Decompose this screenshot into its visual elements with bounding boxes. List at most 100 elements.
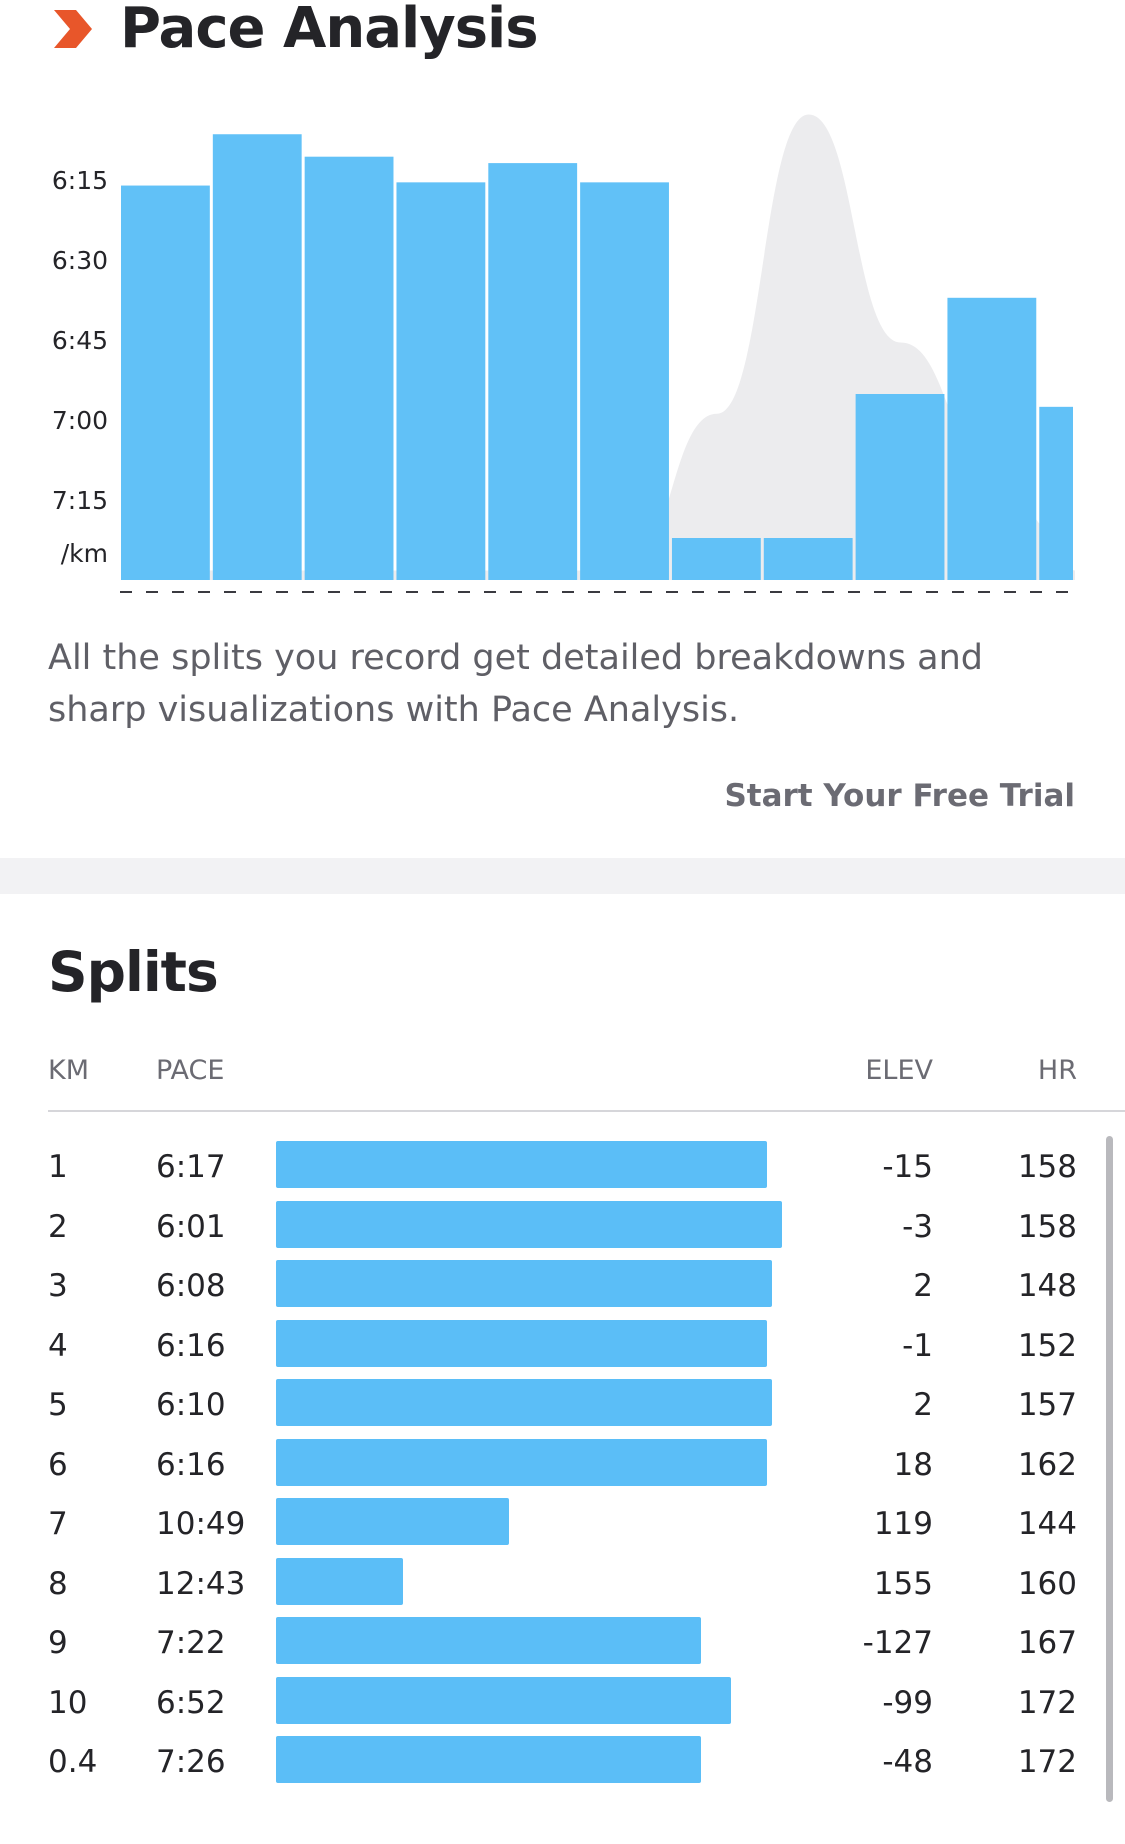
split-hr: 167 — [1017, 1625, 1077, 1661]
pace-bar[interactable] — [580, 182, 669, 580]
split-elev: -3 — [902, 1208, 933, 1245]
split-km: 5 — [48, 1387, 68, 1423]
pace-bar[interactable] — [121, 185, 210, 580]
split-km: 7 — [48, 1506, 68, 1542]
split-pace-bar — [276, 1736, 702, 1783]
split-elev: -15 — [882, 1149, 933, 1185]
pace-bar[interactable] — [671, 538, 761, 580]
table-header-divider — [48, 1110, 1125, 1112]
split-hr: 148 — [1017, 1268, 1077, 1304]
split-row[interactable]: 2 6:01 -3 158 — [0, 1197, 1125, 1257]
column-header-hr: HR — [1037, 1055, 1077, 1086]
split-pace-bar — [276, 1676, 732, 1724]
split-pace-bar — [276, 1498, 509, 1545]
y-tick-label: /km — [61, 539, 108, 568]
split-hr: 158 — [1017, 1208, 1077, 1245]
split-pace: 6:17 — [156, 1149, 226, 1185]
y-tick-label: 6:45 — [52, 326, 108, 355]
pace-chart-svg: 6:15 6:30 6:45 7:00 7:15/km — [52, 114, 1075, 593]
elevation-profile — [120, 114, 1075, 580]
column-header-elev: ELEV — [865, 1055, 933, 1086]
start-free-trial-link[interactable]: Start Your Free Trial — [724, 778, 1075, 814]
split-hr: 172 — [1017, 1684, 1077, 1721]
split-pace: 12:43 — [156, 1565, 246, 1602]
pace-analysis-description: All the splits you record get detailed b… — [48, 638, 984, 730]
column-header-pace: PACE — [156, 1055, 225, 1086]
split-pace-bar — [276, 1557, 403, 1605]
split-hr: 162 — [1017, 1446, 1077, 1483]
split-pace: 6:08 — [156, 1268, 226, 1304]
split-row[interactable]: 1 6:17 -15 158 — [0, 1137, 1125, 1197]
pace-chart: 6:15 6:30 6:45 7:00 7:15/km — [0, 95, 1125, 595]
split-row[interactable]: 6 6:16 18 162 — [0, 1435, 1125, 1495]
split-pace-bar — [276, 1200, 782, 1248]
split-row[interactable]: 8 12:43 155 160 — [0, 1554, 1125, 1614]
column-header-km: KM — [48, 1055, 90, 1086]
split-pace: 6:52 — [156, 1684, 226, 1721]
split-pace: 6:16 — [156, 1327, 226, 1364]
pace-bar[interactable] — [855, 394, 945, 580]
split-elev: 155 — [873, 1565, 933, 1602]
split-elev: 119 — [873, 1506, 933, 1542]
section-divider — [0, 858, 1125, 894]
pace-bar[interactable] — [763, 538, 853, 580]
pace-bar[interactable] — [304, 156, 394, 581]
split-elev: -1 — [902, 1327, 933, 1364]
split-pace-bar — [276, 1260, 772, 1307]
split-hr: 157 — [1017, 1387, 1077, 1423]
split-row[interactable]: 5 6:10 2 157 — [0, 1375, 1125, 1435]
split-row[interactable]: 9 7:22 -127 167 — [0, 1613, 1125, 1673]
split-row[interactable]: 3 6:08 2 148 — [0, 1256, 1125, 1316]
split-pace: 10:49 — [156, 1506, 246, 1542]
split-pace: 7:22 — [156, 1625, 226, 1661]
y-tick-label: 6:15 — [52, 166, 108, 195]
scrollbar[interactable] — [1106, 1136, 1113, 1802]
chevron-right-icon — [54, 10, 92, 48]
split-km: 10 — [48, 1684, 88, 1721]
split-hr: 160 — [1017, 1565, 1077, 1602]
split-pace-bar — [276, 1438, 767, 1486]
split-pace: 6:16 — [156, 1446, 226, 1483]
split-hr: 172 — [1017, 1744, 1077, 1780]
split-row[interactable]: 7 10:49 119 144 — [0, 1494, 1125, 1554]
pace-bar[interactable] — [212, 134, 302, 580]
split-km: 8 — [48, 1565, 68, 1602]
splits-title: Splits — [48, 940, 219, 1004]
splits-table-header: KM PACE ELEV HR — [0, 1055, 1125, 1095]
split-km: 0.4 — [48, 1744, 98, 1780]
split-km: 3 — [48, 1268, 68, 1304]
split-pace: 7:26 — [156, 1744, 226, 1780]
split-km: 6 — [48, 1446, 68, 1483]
split-hr: 158 — [1017, 1149, 1077, 1185]
split-elev: -127 — [862, 1625, 933, 1661]
split-pace: 6:01 — [156, 1208, 226, 1245]
split-elev: 18 — [893, 1446, 933, 1483]
split-pace: 6:10 — [156, 1387, 226, 1423]
y-tick-label: 7:00 — [52, 406, 108, 435]
y-tick-label: 7:15 — [52, 486, 108, 515]
pace-bar[interactable] — [1039, 406, 1073, 580]
header: Pace Analysis — [0, 0, 1125, 70]
split-row[interactable]: 0.4 7:26 -48 172 — [0, 1732, 1125, 1792]
split-hr: 144 — [1017, 1506, 1077, 1542]
split-pace-bar — [276, 1617, 702, 1664]
y-tick-label: 6:30 — [52, 246, 108, 275]
split-hr: 152 — [1017, 1327, 1077, 1364]
split-elev: -99 — [882, 1684, 933, 1721]
split-km: 9 — [48, 1625, 68, 1661]
split-elev: 2 — [913, 1268, 933, 1304]
split-pace-bar — [276, 1379, 772, 1426]
split-pace-bar — [276, 1141, 767, 1188]
split-row[interactable]: 10 6:52 -99 172 — [0, 1673, 1125, 1733]
pace-bar[interactable] — [396, 182, 486, 580]
split-elev: -48 — [882, 1744, 933, 1780]
split-elev: 2 — [913, 1387, 933, 1423]
pace-bar[interactable] — [488, 163, 578, 580]
pace-bar[interactable] — [947, 297, 1037, 580]
split-row[interactable]: 4 6:16 -1 152 — [0, 1316, 1125, 1376]
split-km: 2 — [48, 1208, 68, 1245]
split-pace-bar — [276, 1319, 767, 1367]
split-km: 4 — [48, 1327, 68, 1364]
split-km: 1 — [48, 1149, 68, 1185]
page-title: Pace Analysis — [120, 0, 539, 61]
